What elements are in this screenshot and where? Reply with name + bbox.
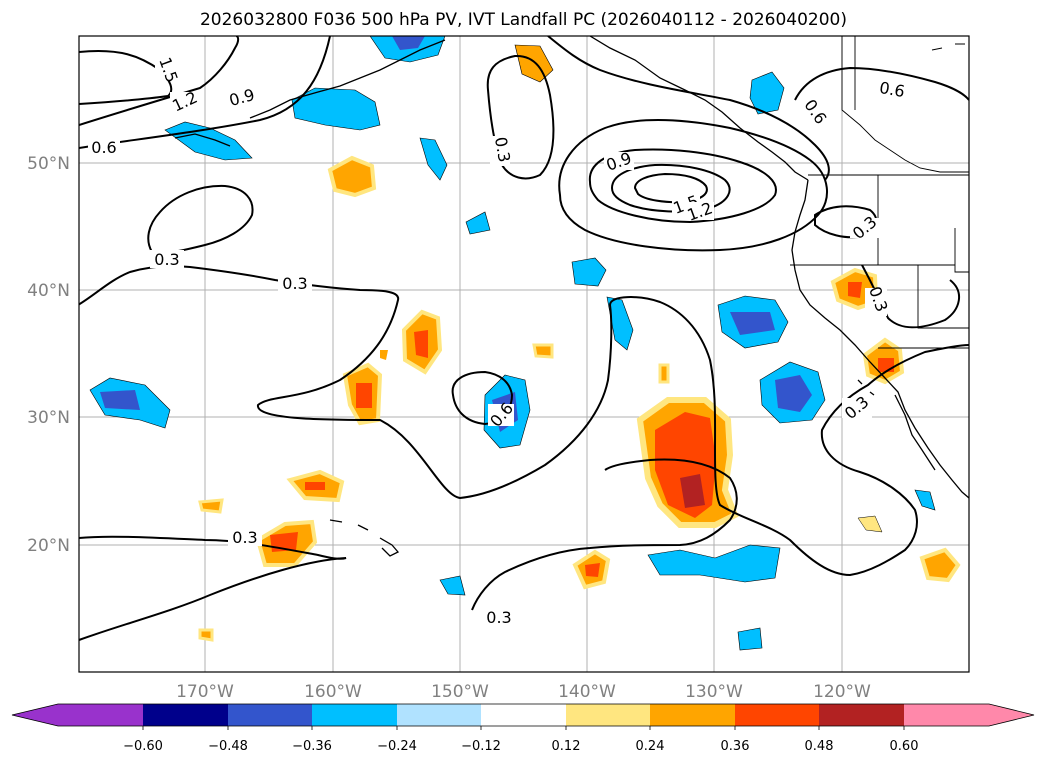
colorbar-segment — [58, 704, 143, 726]
colorbar-segment — [735, 704, 819, 726]
pos-blob — [532, 343, 554, 359]
colorbar-tick: 0.48 — [805, 739, 834, 754]
colorbar-tick: 0.36 — [721, 739, 750, 754]
colorbar-segment — [397, 704, 481, 726]
colorbar-tick: 0.60 — [890, 739, 919, 754]
colorbar-segment — [650, 704, 735, 726]
pos-blob — [857, 515, 883, 533]
colorbar-tick: −0.12 — [461, 739, 501, 754]
colorbar-segment — [312, 704, 397, 726]
pos-blob — [878, 358, 894, 372]
colorbar-tick: 0.12 — [552, 739, 581, 754]
neg-blob — [465, 211, 491, 235]
neg-blob — [419, 137, 448, 181]
lat-label-30n: 30°N — [27, 408, 70, 428]
contour-label: 0.3 — [282, 274, 307, 293]
neg-blob — [647, 544, 781, 583]
colorbar-tick: −0.36 — [292, 739, 332, 754]
pos-blob — [305, 482, 325, 490]
neg-blob — [100, 390, 140, 410]
pv-contours — [79, 36, 969, 641]
coastlines — [174, 36, 969, 557]
contour-labels: 1.5 1.2 0.9 0.6 0.3 0.3 0.3 0.3 0.6 0.9 … — [88, 55, 908, 627]
contour-line — [79, 265, 969, 577]
pos-blob — [198, 498, 224, 514]
contour-line — [79, 535, 347, 641]
colorbar-segment — [819, 704, 904, 726]
contour-line — [79, 49, 173, 105]
contour-label: 0.3 — [232, 528, 257, 547]
lon-label-160w: 160°W — [304, 682, 362, 702]
neg-blob — [571, 257, 607, 287]
colorbar-segment — [143, 704, 228, 726]
neg-blob — [914, 489, 936, 511]
contour-line — [451, 370, 514, 426]
neg-blob — [730, 312, 775, 335]
pos-blob — [585, 563, 600, 577]
colorbar-tick: 0.24 — [636, 739, 665, 754]
contour-label: 0.6 — [91, 138, 116, 157]
contour-line — [547, 36, 830, 181]
contour-line — [471, 458, 738, 611]
neg-blob — [606, 296, 634, 351]
colorbar-segment — [904, 704, 989, 726]
neg-blob — [392, 36, 425, 50]
lon-label-170w: 170°W — [176, 682, 234, 702]
lat-label-40n: 40°N — [27, 281, 70, 301]
map-title: 2026032800 F036 500 hPa PV, IVT Landfall… — [199, 10, 847, 30]
pos-blob — [327, 155, 377, 198]
contour-line — [588, 148, 777, 224]
contour-line — [79, 36, 331, 149]
pos-blob — [380, 350, 388, 360]
lat-label-20n: 20°N — [27, 536, 70, 556]
neg-blob — [439, 575, 466, 596]
contour-line — [558, 119, 829, 252]
contour-line — [147, 184, 254, 254]
colorbar-segment — [228, 704, 312, 726]
colorbar-extend-high — [989, 704, 1034, 726]
colorbar-tick: −0.48 — [208, 739, 248, 754]
colorbar-segment — [566, 704, 650, 726]
pos-blob — [658, 363, 670, 384]
pos-blob — [919, 547, 961, 583]
contour-label: 0.6 — [878, 78, 906, 101]
lon-label-150w: 150°W — [431, 682, 489, 702]
neg-blob — [775, 375, 812, 412]
lat-label-50n: 50°N — [27, 154, 70, 174]
pos-blob — [356, 383, 372, 408]
contour-line — [610, 163, 731, 213]
lon-label-130w: 130°W — [685, 682, 743, 702]
colorbar-segment — [481, 704, 566, 726]
pos-blob — [848, 282, 862, 298]
colorbar-tick: −0.24 — [377, 739, 417, 754]
neg-blob — [749, 71, 785, 115]
contour-label: 0.3 — [486, 608, 511, 627]
pos-blob — [414, 330, 428, 358]
neg-blob — [737, 627, 763, 651]
contour-label: 0.3 — [154, 250, 179, 269]
contour-line — [794, 66, 969, 101]
contour-line — [79, 36, 240, 126]
colorbar-tick: −0.60 — [123, 739, 163, 754]
colorbar-extend-low — [12, 704, 58, 726]
lon-label-120w: 120°W — [813, 682, 871, 702]
contour-label: 0.3 — [491, 135, 514, 163]
pos-blob — [198, 628, 214, 642]
contour-line — [633, 172, 708, 204]
political-borders — [790, 36, 969, 349]
pos-blob — [680, 474, 705, 508]
plot-border — [78, 35, 970, 673]
colorbar: −0.60 −0.48 −0.36 −0.24 −0.12 0.12 0.24 … — [11, 703, 1035, 754]
lon-label-140w: 140°W — [558, 682, 616, 702]
